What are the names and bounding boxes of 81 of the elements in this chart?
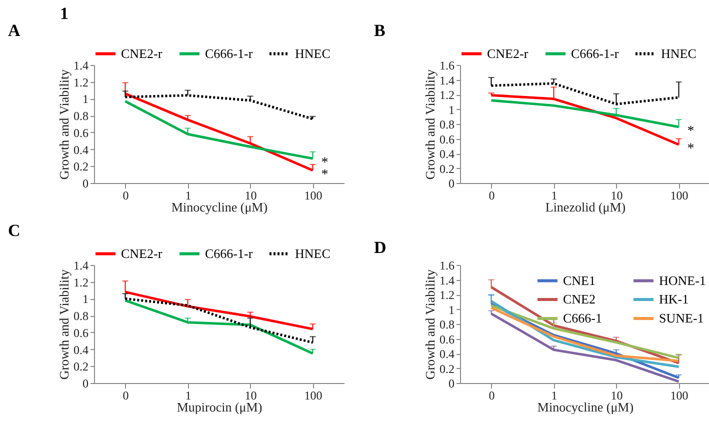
x-tick-label: 100: [304, 188, 322, 202]
chart-title: A: [8, 21, 21, 40]
legend-label: HONE-1: [659, 272, 706, 288]
legend-label: CNE1: [563, 272, 596, 288]
y-tick-label: 0.8: [74, 309, 88, 324]
legend-label: HK-1: [659, 292, 689, 306]
y-tick-label: 0.8: [74, 109, 88, 124]
y-tick-label: 0.4: [74, 342, 88, 357]
x-tick-label: 0: [122, 388, 129, 402]
y-axis-title: Growth and Viability: [422, 268, 438, 380]
y-tick-label: 0.4: [440, 347, 454, 361]
legend-label: HNEC: [661, 46, 696, 61]
legend-label: HNEC: [295, 46, 330, 61]
y-tick-label: 0.6: [440, 132, 454, 146]
y-tick-label: 0.6: [440, 332, 454, 346]
x-tick-label: 100: [670, 188, 688, 202]
x-tick-label: 10: [244, 388, 257, 402]
y-axis-title: Growth and Viability: [56, 268, 72, 380]
y-tick-label: 1.4: [74, 258, 88, 272]
y-tick-label: 1.4: [440, 73, 454, 88]
annotation: *: [687, 124, 694, 139]
legend-label: SUNE-1: [659, 310, 704, 326]
x-axis-title: Linezolid (μM): [545, 200, 626, 214]
x-axis-title: Minocycline (μM): [171, 200, 268, 214]
x-tick-label: 10: [610, 188, 623, 202]
y-tick-label: 1.2: [440, 88, 454, 102]
legend-label: C666-1-r: [205, 46, 254, 61]
x-tick-label: 100: [304, 388, 322, 402]
x-tick-label: 0: [488, 188, 495, 202]
x-tick-label: 100: [670, 388, 688, 402]
y-tick-label: 1: [448, 102, 454, 117]
legend-label: CNE2-r: [487, 46, 529, 61]
y-tick-label: 1: [82, 92, 88, 106]
text: 1: [59, 3, 70, 23]
x-tick-label: 1: [185, 388, 192, 402]
y-tick-label: 1.4: [74, 58, 88, 72]
y-tick-label: 0.4: [440, 147, 454, 161]
y-tick-label: 0: [82, 176, 88, 190]
y-tick-label: 0.2: [74, 160, 88, 174]
legend-label: HNEC: [295, 246, 330, 261]
y-tick-label: 1: [448, 302, 454, 317]
legend-label: C666-1-r: [571, 46, 620, 61]
y-tick-label: 0.2: [440, 162, 454, 176]
y-tick-label: 0.2: [74, 360, 88, 374]
y-tick-label: 0: [448, 376, 454, 390]
legend-label: C666-1: [563, 310, 602, 326]
x-tick-label: 0: [122, 188, 129, 202]
y-tick-label: 0.8: [440, 318, 454, 332]
y-tick-label: 1.2: [440, 288, 454, 302]
legend-label: CNE2: [563, 292, 596, 306]
y-tick-label: 1.2: [74, 275, 88, 290]
x-axis-title: Mupirocin (μM): [176, 400, 262, 414]
legend-label: CNE2-r: [121, 46, 163, 61]
chart-title: D: [374, 238, 386, 257]
x-tick-label: 1: [551, 388, 558, 402]
y-tick-label: 1.6: [440, 258, 454, 272]
x-tick-label: 0: [488, 388, 495, 402]
y-tick-label: 0.2: [440, 362, 454, 376]
chart-title: C: [8, 221, 20, 240]
y-tick-label: 0.6: [74, 126, 88, 140]
y-tick-label: 0.6: [74, 326, 88, 340]
y-tick-label: 1.2: [74, 75, 88, 90]
y-axis-title: Growth and Viability: [422, 68, 438, 180]
x-axis-title: Minocycline (μM): [537, 400, 634, 414]
y-tick-label: 1: [82, 292, 88, 306]
y-tick-label: 0: [448, 176, 454, 190]
y-tick-label: 0.8: [440, 118, 454, 132]
x-tick-label: 10: [610, 388, 623, 402]
y-tick-label: 0.4: [74, 142, 88, 157]
chart-title: B: [374, 21, 386, 40]
annotation: *: [687, 142, 694, 157]
x-tick-label: 10: [244, 188, 257, 202]
y-tick-label: 1.4: [440, 273, 454, 288]
legend-label: C666-1-r: [205, 246, 254, 261]
y-tick-label: 1.6: [440, 58, 454, 72]
x-tick-label: 1: [185, 188, 192, 202]
legend-label: CNE2-r: [121, 246, 163, 261]
y-tick-label: 0: [82, 376, 88, 390]
annotation: *: [321, 167, 328, 182]
x-tick-label: 1: [551, 188, 558, 202]
y-axis-title: Growth and Viability: [56, 68, 72, 180]
